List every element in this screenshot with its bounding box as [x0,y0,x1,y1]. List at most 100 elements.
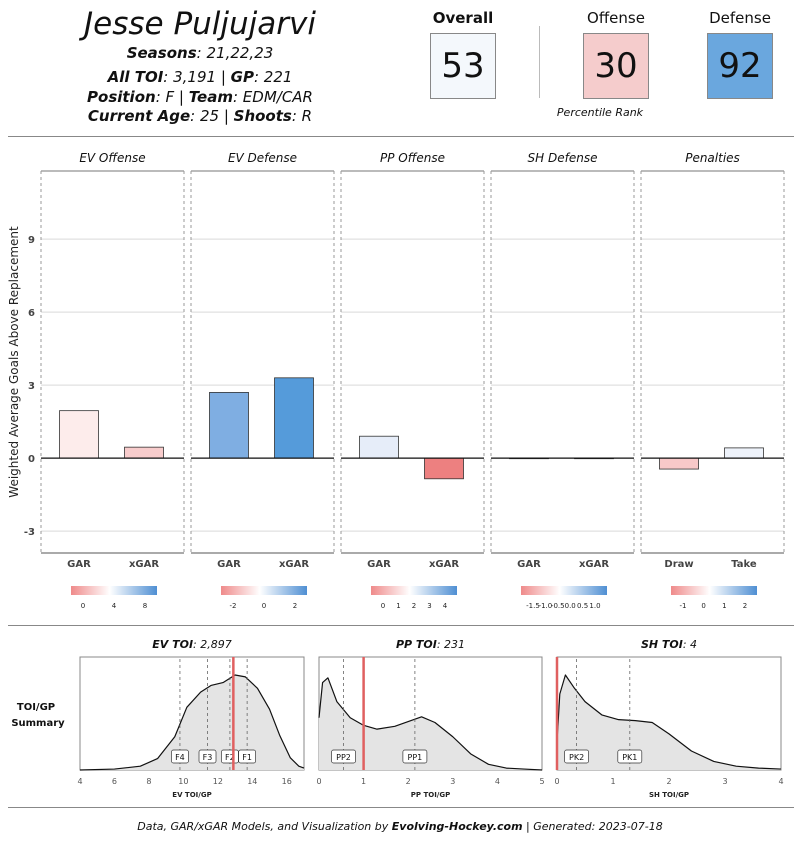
age-label: Current Age [87,107,191,125]
x-tick-label: 8 [146,777,151,786]
density-line [556,674,782,770]
toi-panel-title: EV TOI: 2,897 [152,638,232,651]
x-axis-label: PP TOI/GP [411,791,450,799]
marker-label-f4: F4 [175,753,185,762]
legend-tick-label: 0 [381,602,385,610]
gar-bar-chart: Weighted Average Goals Above Replacement… [7,151,785,610]
x-tick-label: xGAR [129,559,159,570]
x-tick-label: 5 [539,777,544,786]
legend-colorbar [371,586,457,595]
x-tick-label: GAR [517,559,541,570]
toi-panel-sh: SH TOI: 4 PK2 PK1 0 1 2 3 4 SH TOI/GP [554,638,783,799]
marker-box-f4 [171,749,189,764]
offense-label: Offense [587,9,645,27]
x-axis-label: EV TOI/GP [172,791,211,799]
x-tick-label: 3 [450,777,455,786]
x-tick-label: 4 [77,777,82,786]
legend-colorbar [671,586,757,595]
density-area [80,675,304,770]
x-tick-label: 10 [178,777,188,786]
x-axis-label: SH TOI/GP [649,791,689,799]
shoots-label: Shoots [233,107,292,125]
section-label-line2: Summary [11,718,65,729]
x-tick-label: 16 [282,777,292,786]
age-value: : 25 | [190,107,234,125]
y-axis-label: Weighted Average Goals Above Replacement [7,226,21,498]
marker-box-pp2 [331,749,356,764]
legend-tick-label: -1 [680,602,687,610]
gar-panel-sh-defense: SH Defense GAR xGAR -1.5-1.0-0.5 0.0 0.5 1.0 [490,151,635,610]
footer-prefix: Data, GAR/xGAR Models, and Visualization… [137,820,392,833]
gp-label: GP [230,68,254,86]
marker-label-pk2: PK2 [569,753,584,762]
density-line [79,674,305,771]
legend-tick-label: 1 [396,602,400,610]
percentile-caption: Percentile Rank [556,106,644,119]
x-tick-label: xGAR [279,559,309,570]
marker-label-pp2: PP2 [336,753,351,762]
toi-title-value: : 2,897 [193,638,232,651]
bar-xgar [424,457,464,480]
legend-tick-label: -0.5 [551,602,565,610]
marker-box-pk1 [617,749,643,764]
panel-title: PP Offense [380,151,445,165]
marker-box-pk2 [564,749,589,764]
marker-box-f3 [198,749,217,764]
toi-panel-pp: PP TOI: 231 PP2 PP1 0 1 2 3 4 5 PP TOI/GP [316,638,544,799]
panel-title: Penalties [685,151,740,165]
team-label: Team [188,88,233,106]
ratings-divider [539,26,540,98]
legend-tick-label: 0 [701,602,705,610]
seasons-value: : 21,22,23 [196,44,274,62]
defense-value-box: 92 [707,33,773,99]
toi-label: All TOI [107,68,164,86]
bar-gar [359,435,399,459]
x-tick-label: 6 [112,777,117,786]
toi-panel-title: SH TOI: 4 [641,638,697,651]
x-tick-label: 12 [213,777,223,786]
x-tick-label: 1 [361,777,366,786]
gar-panel-penalties: Penalties Draw Take -1 0 1 2 [640,151,785,610]
divider-bottom [8,807,794,808]
x-tick-label: 14 [247,777,257,786]
player-name: Jesse Puljujarvi [84,6,316,42]
legend-tick-label: 0 [262,602,266,610]
seasons-line: Seasons: 21,22,23 [40,44,360,62]
toi-title-label: SH TOI [641,638,683,651]
toi-panel-title: PP TOI: 231 [396,638,465,651]
marker-box-f1 [238,749,256,764]
density-area [557,675,781,770]
gar-panel-pp-offense: PP Offense GAR xGAR 0 1 2 3 4 [340,151,485,610]
marker-label-f2: F2 [225,753,235,762]
legend-tick-label: 0 [81,602,85,610]
legend-tick-label: 1 [722,602,726,610]
position-team-line: Position: F | Team: EDM/CAR [40,88,360,106]
seasons-label: Seasons [126,44,197,62]
x-tick-label: Draw [664,559,693,570]
x-tick-label: GAR [367,559,391,570]
legend-tick-label: 4 [443,602,448,610]
y-tick-label: 9 [28,235,35,246]
team-value: : EDM/CAR [232,88,313,106]
y-tick-label: 0 [28,454,35,465]
legend-tick-label: 4 [112,602,117,610]
legend-tick-label: 3 [427,602,431,610]
panel-title: EV Defense [228,151,297,165]
legend-colorbar [521,586,607,595]
y-tick-label: 6 [28,308,35,319]
legend-tick-label: 0.5 [577,602,588,610]
marker-label-pp1: PP1 [408,753,423,762]
divider-middle [8,625,794,626]
overall-label: Overall [432,9,494,27]
age-shoots-line: Current Age: 25 | Shoots: R [40,107,360,125]
legend-tick-label: 1.0 [589,602,600,610]
legend-tick-label: -1.0 [539,602,553,610]
y-tick-label: -3 [24,527,35,538]
position-label: Position [87,88,156,106]
x-tick-label: GAR [67,559,91,570]
legend-colorbar [221,586,307,595]
toi-title-label: PP TOI [396,638,437,651]
shoots-value: : R [291,107,313,125]
gar-panel-ev-offense: EV Offense GAR xGAR 0 4 8 [40,151,185,610]
